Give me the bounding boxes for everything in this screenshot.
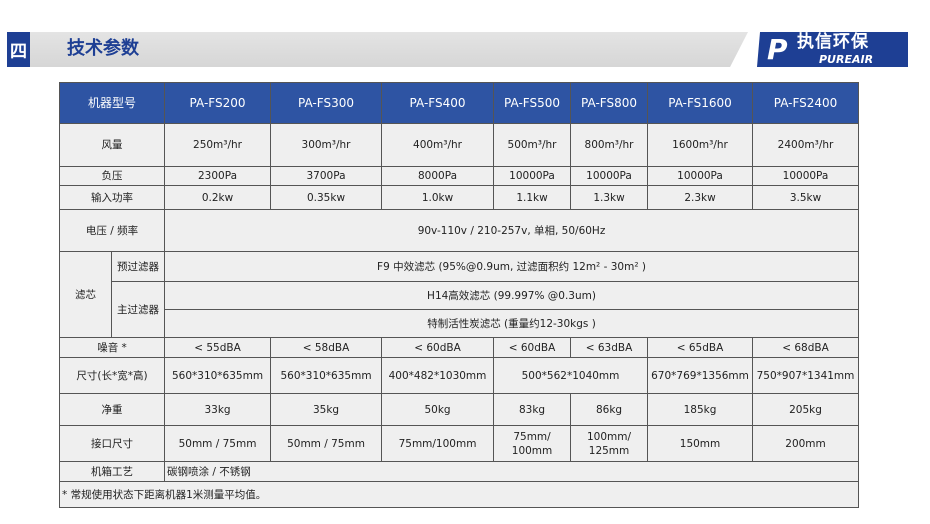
table-row-footnote: * 常规使用状态下距离机器1米测量平均值。 — [58, 481, 860, 508]
row-label: 机箱工艺 — [58, 461, 166, 482]
carbonfilter-value: 特制活性炭滤芯 (重量约12-30kgs ) — [164, 309, 860, 338]
cell: 35kg — [270, 393, 383, 426]
cell: 560*310*635mm — [164, 357, 272, 394]
row-label: 输入功率 — [58, 185, 166, 210]
table-row-voltage: 电压 / 频率 90v-110v / 210-257v, 单相, 50/60Hz — [58, 209, 860, 252]
column-header: PA-FS800 — [570, 82, 649, 124]
cell: 150mm — [647, 425, 754, 462]
prefilter-label: 预过滤器 — [110, 251, 166, 282]
table-row-weight: 净重 33kg 35kg 50kg 83kg 86kg 185kg 205kg — [58, 393, 860, 426]
cell: < 58dBA — [270, 337, 383, 358]
cell: 1600m³/hr — [647, 123, 754, 167]
cell: < 65dBA — [647, 337, 754, 358]
section-number: 四 — [7, 32, 30, 67]
row-label: 噪音 * — [58, 337, 166, 358]
table-row-airflow: 风量 250m³/hr 300m³/hr 400m³/hr 500m³/hr 800m³/… — [58, 123, 860, 167]
cell: 800m³/hr — [570, 123, 649, 167]
row-label: 滤芯 — [59, 251, 112, 338]
row-label: 尺寸(长*宽*高) — [58, 357, 166, 394]
column-header: PA-FS2400 — [752, 82, 860, 124]
cell: 86kg — [570, 393, 649, 426]
cell: 8000Pa — [381, 166, 495, 186]
column-header: PA-FS1600 — [647, 82, 754, 124]
table-row-size: 尺寸(长*宽*高) 560*310*635mm 560*310*635mm 400*4… — [58, 357, 860, 394]
voltage-value: 90v-110v / 210-257v, 单相, 50/60Hz — [164, 209, 860, 252]
cell: 3.5kw — [752, 185, 860, 210]
cell: 10000Pa — [493, 166, 572, 186]
page-title: 技术参数 — [67, 38, 139, 59]
column-header: PA-FS500 — [493, 82, 572, 124]
cell: 750*907*1341mm — [752, 357, 860, 394]
cell: < 55dBA — [164, 337, 272, 358]
logo-icon: P — [767, 33, 788, 66]
row-label: 净重 — [58, 393, 166, 426]
cell: 75mm/100mm — [381, 425, 495, 462]
table-row-carbonfilter: 特制活性炭滤芯 (重量约12-30kgs ) — [60, 309, 860, 338]
cell: 2.3kw — [647, 185, 754, 210]
row-label: 电压 / 频率 — [58, 209, 166, 252]
casing-value: 碳钢喷涂 / 不锈钢 — [164, 461, 860, 482]
row-label: 风量 — [58, 123, 166, 167]
table-row-power: 输入功率 0.2kw 0.35kw 1.0kw 1.1kw 1.3kw 2.3kw 3.5kw — [58, 185, 860, 210]
prefilter-value: F9 中效滤芯 (95%@0.9um, 过滤面积约 12m² - 30m² ) — [164, 251, 860, 282]
cell: 0.2kw — [164, 185, 272, 210]
cell: 500m³/hr — [493, 123, 572, 167]
cell: 50mm / 75mm — [164, 425, 272, 462]
cell: 1.3kw — [570, 185, 649, 210]
mainfilter-label: 主过滤器 — [110, 281, 166, 338]
row-label: 负压 — [58, 166, 166, 186]
cell: 0.35kw — [270, 185, 383, 210]
logo-english: PUREAIR — [819, 53, 874, 66]
cell: 75mm/ 100mm — [493, 425, 572, 462]
table-row-noise: 噪音 * < 55dBA < 58dBA < 60dBA < 60dBA < 63dBA <… — [58, 337, 860, 358]
cell: < 63dBA — [570, 337, 649, 358]
cell: 205kg — [752, 393, 860, 426]
column-header: PA-FS300 — [270, 82, 383, 124]
cell: 2300Pa — [164, 166, 272, 186]
cell: 10000Pa — [752, 166, 860, 186]
table-row-prefilter: 滤芯 预过滤器 F9 中效滤芯 (95%@0.9um, 过滤面积约 12m² - 3… — [59, 251, 860, 338]
cell: 33kg — [164, 393, 272, 426]
cell: 300m³/hr — [270, 123, 383, 167]
cell: 10000Pa — [647, 166, 754, 186]
table-row-pressure: 负压 2300Pa 3700Pa 8000Pa 10000Pa 10000Pa 10000P… — [58, 166, 860, 186]
table-header-row: 机器型号 PA-FS200 PA-FS300 PA-FS400 PA-FS500 PA-F… — [58, 82, 860, 124]
cell: 400*482*1030mm — [381, 357, 495, 394]
spec-table: 机器型号 PA-FS200 PA-FS300 PA-FS400 PA-FS500 PA-F… — [58, 82, 860, 508]
cell: 1.0kw — [381, 185, 495, 210]
table-row-casing: 机箱工艺 碳钢喷涂 / 不锈钢 — [58, 461, 860, 482]
brand-logo: P 执信环保 PUREAIR — [757, 32, 908, 67]
cell: 2400m³/hr — [752, 123, 860, 167]
cell: 3700Pa — [270, 166, 383, 186]
cell: 250m³/hr — [164, 123, 272, 167]
mainfilter-value: H14高效滤芯 (99.997% @0.3um) — [164, 281, 860, 310]
cell: 50mm / 75mm — [270, 425, 383, 462]
logo-chinese: 执信环保 — [797, 32, 869, 52]
column-header: 机器型号 — [58, 82, 166, 124]
column-header: PA-FS200 — [164, 82, 272, 124]
cell: < 68dBA — [752, 337, 860, 358]
table-row-mainfilter: 主过滤器 H14高效滤芯 (99.997% @0.3um) — [60, 281, 860, 338]
section-header-band — [30, 32, 748, 67]
cell: 400m³/hr — [381, 123, 495, 167]
cell: 50kg — [381, 393, 495, 426]
cell: 560*310*635mm — [270, 357, 383, 394]
cell: 200mm — [752, 425, 860, 462]
table-row-port: 接口尺寸 50mm / 75mm 50mm / 75mm 75mm/100mm 75mm… — [58, 425, 860, 462]
cell: < 60dBA — [493, 337, 572, 358]
cell: 10000Pa — [570, 166, 649, 186]
cell: 1.1kw — [493, 185, 572, 210]
cell: < 60dBA — [381, 337, 495, 358]
row-label: 接口尺寸 — [58, 425, 166, 462]
cell: 670*769*1356mm — [647, 357, 754, 394]
cell: 100mm/ 125mm — [570, 425, 649, 462]
column-header: PA-FS400 — [381, 82, 495, 124]
cell: 185kg — [647, 393, 754, 426]
cell: 83kg — [493, 393, 572, 426]
cell: 500*562*1040mm — [493, 357, 649, 394]
footnote: * 常规使用状态下距离机器1米测量平均值。 — [58, 481, 860, 508]
